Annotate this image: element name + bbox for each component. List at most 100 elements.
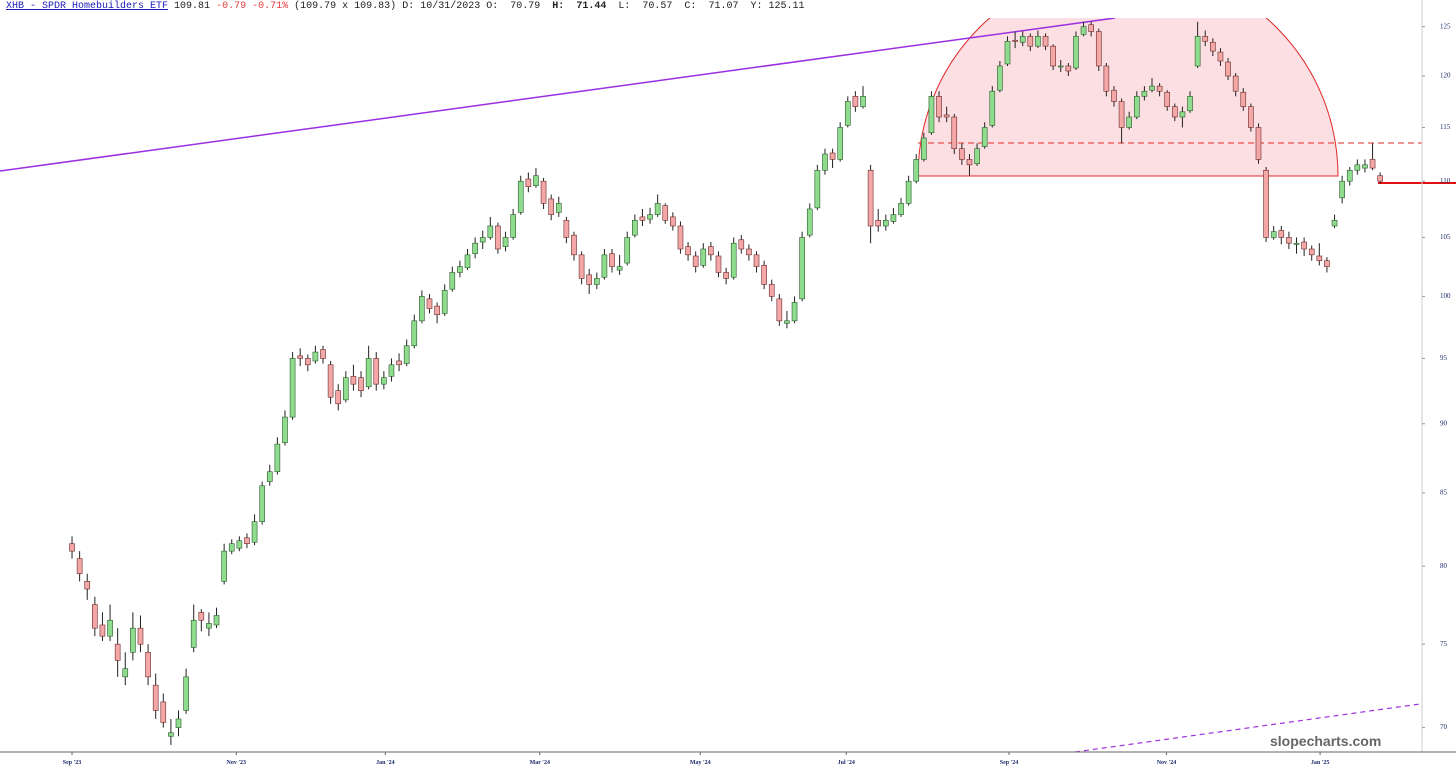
- x-tick-label: May '24: [690, 760, 711, 766]
- candle-body: [122, 668, 129, 678]
- date: D: 10/31/2023: [402, 1, 481, 12]
- y-tick-label: 80: [1440, 562, 1448, 570]
- close-label: C:: [684, 1, 697, 12]
- candle-body: [829, 152, 836, 160]
- candle-body: [860, 96, 866, 107]
- candle-body: [449, 272, 456, 290]
- candle-body: [700, 248, 707, 266]
- candle-body: [206, 623, 212, 629]
- candle-body: [236, 540, 243, 549]
- candle-body: [244, 537, 250, 545]
- candle-body: [1324, 260, 1330, 267]
- candle-body: [943, 114, 950, 118]
- candle-body: [1369, 159, 1376, 169]
- candle-body: [883, 219, 889, 227]
- x-tick-label: Nov '23: [227, 760, 247, 766]
- candle-body: [1133, 96, 1140, 118]
- candle-body: [1149, 85, 1155, 91]
- candle-body: [365, 358, 372, 388]
- y-tick-label: 105: [1440, 233, 1451, 241]
- candle-body: [190, 619, 197, 648]
- candle-body: [1248, 106, 1254, 128]
- candle-body: [571, 234, 577, 256]
- candle-body: [1293, 242, 1300, 245]
- candle-body: [434, 305, 440, 315]
- candle-body: [639, 216, 646, 221]
- x-tick-label: Jan '25: [1311, 760, 1330, 766]
- candle-body: [981, 127, 988, 147]
- candle-body: [936, 96, 942, 118]
- candle-body: [951, 116, 958, 149]
- candle-body: [1217, 51, 1224, 62]
- candle-body: [776, 298, 783, 322]
- candle-body: [1088, 24, 1094, 32]
- candle-body: [1172, 106, 1178, 118]
- candle-body: [898, 203, 904, 215]
- candle-body: [213, 615, 220, 626]
- candle-body: [1118, 101, 1125, 128]
- candle-body: [487, 225, 494, 238]
- candle-body: [92, 604, 98, 629]
- candle-body: [921, 137, 927, 160]
- candle-body: [730, 242, 737, 278]
- y-tick-label: 85: [1440, 488, 1448, 496]
- candle-body: [1057, 65, 1064, 68]
- candle-body: [685, 246, 691, 256]
- candle-body: [1126, 116, 1132, 128]
- candle-body: [974, 148, 980, 165]
- candle-body: [1019, 36, 1026, 43]
- dashed-trend-line: [1074, 703, 1422, 752]
- candle-body: [1263, 169, 1269, 238]
- candle-body: [791, 302, 798, 322]
- candle-body: [768, 284, 775, 297]
- candle-body: [274, 443, 281, 473]
- candle-body: [746, 248, 752, 256]
- x-tick-label: Mar '24: [530, 760, 550, 766]
- candle-body: [867, 169, 874, 227]
- candle-body: [1278, 230, 1285, 238]
- candle-body: [343, 377, 349, 401]
- candle-body: [358, 377, 364, 391]
- x-tick-label: Nov '24: [1157, 760, 1177, 766]
- candle-body: [282, 416, 288, 444]
- candle-body: [533, 175, 539, 186]
- candle-body: [989, 90, 996, 126]
- candle-body: [814, 169, 821, 209]
- candle-body: [1080, 26, 1087, 35]
- x-tick-label: Sep '24: [1000, 760, 1019, 766]
- candle-body: [479, 237, 486, 243]
- symbol-link[interactable]: XHB - SPDR Homebuilders ETF: [6, 1, 169, 12]
- y-tick-label: 125: [1440, 22, 1451, 30]
- candle-body: [1194, 36, 1201, 67]
- candle-body: [1331, 219, 1338, 227]
- x-tick-label: Jan '24: [376, 760, 395, 766]
- candle-body: [1286, 237, 1292, 244]
- candle-body: [1316, 255, 1323, 261]
- candle-body: [312, 351, 319, 362]
- candle-body: [563, 219, 570, 238]
- candle-body: [1141, 90, 1148, 97]
- candle-body: [388, 364, 395, 377]
- candle-body: [670, 216, 676, 227]
- candle-body: [1232, 75, 1239, 92]
- candle-body: [259, 485, 265, 522]
- candle-body: [1103, 65, 1110, 92]
- candle-body: [913, 159, 920, 182]
- low: 70.57: [642, 1, 673, 12]
- candle-body: [799, 237, 805, 300]
- candle-body: [426, 298, 433, 309]
- candle-body: [632, 219, 638, 236]
- candle-body: [890, 214, 897, 222]
- candle-body: [692, 255, 699, 267]
- candle-body: [160, 701, 167, 723]
- y-tick-label: 110: [1440, 177, 1451, 185]
- candle-body: [221, 550, 227, 582]
- candle-body: [1240, 91, 1247, 107]
- candle-body: [510, 214, 516, 238]
- candle-body: [327, 364, 334, 398]
- x-tick-label: Sep '23: [63, 760, 82, 766]
- header: XHB - SPDR Homebuilders ETF 109.81 -0.79…: [6, 1, 805, 12]
- candle-body: [753, 254, 760, 267]
